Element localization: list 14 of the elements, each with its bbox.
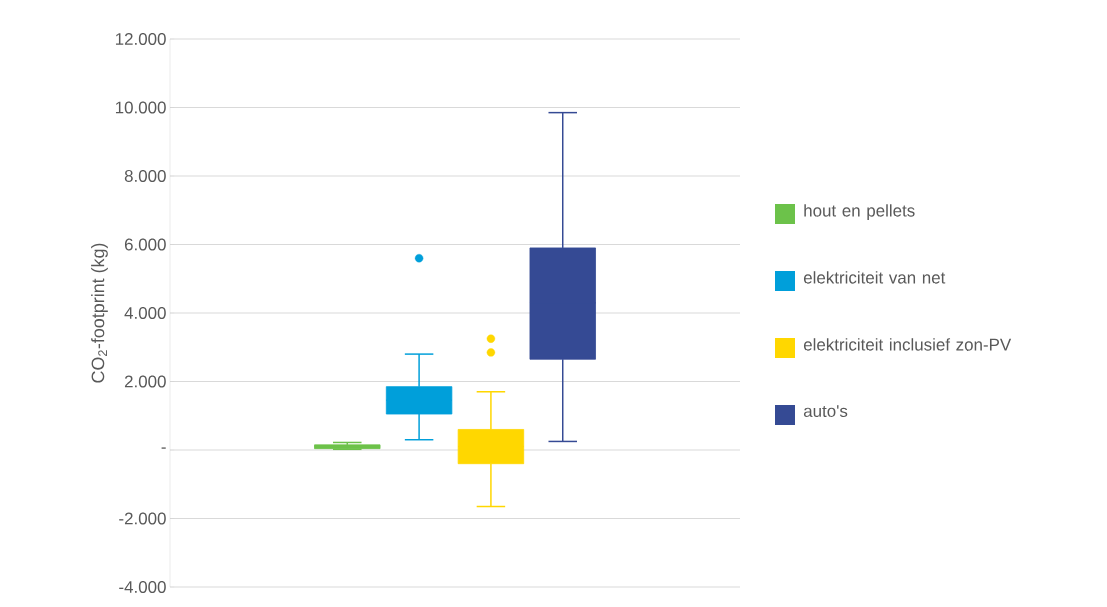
y-tick-label: 2.000: [124, 375, 166, 388]
y-axis-title: CO$_{2}$-footprint (kg): [91, 243, 108, 383]
y-tick-label: -2.000: [119, 512, 166, 525]
y-tick-label: 4.000: [124, 307, 166, 319]
y-tick-label: 8.000: [124, 170, 166, 182]
y-tick-label: 6.000: [124, 238, 166, 251]
legend-label: elektriciteit van net: [803, 271, 946, 284]
legend-label: hout en pellets: [804, 204, 915, 220]
y-tick-label: -4.000: [119, 581, 166, 593]
y-tick-label: 10.000: [115, 101, 166, 114]
legend-label: auto's: [803, 405, 848, 418]
y-tick-label: 12.000: [115, 33, 166, 45]
y-tick-label: -: [161, 447, 166, 449]
legend-label: elektriciteit inclusief zon-PV: [803, 338, 1012, 351]
